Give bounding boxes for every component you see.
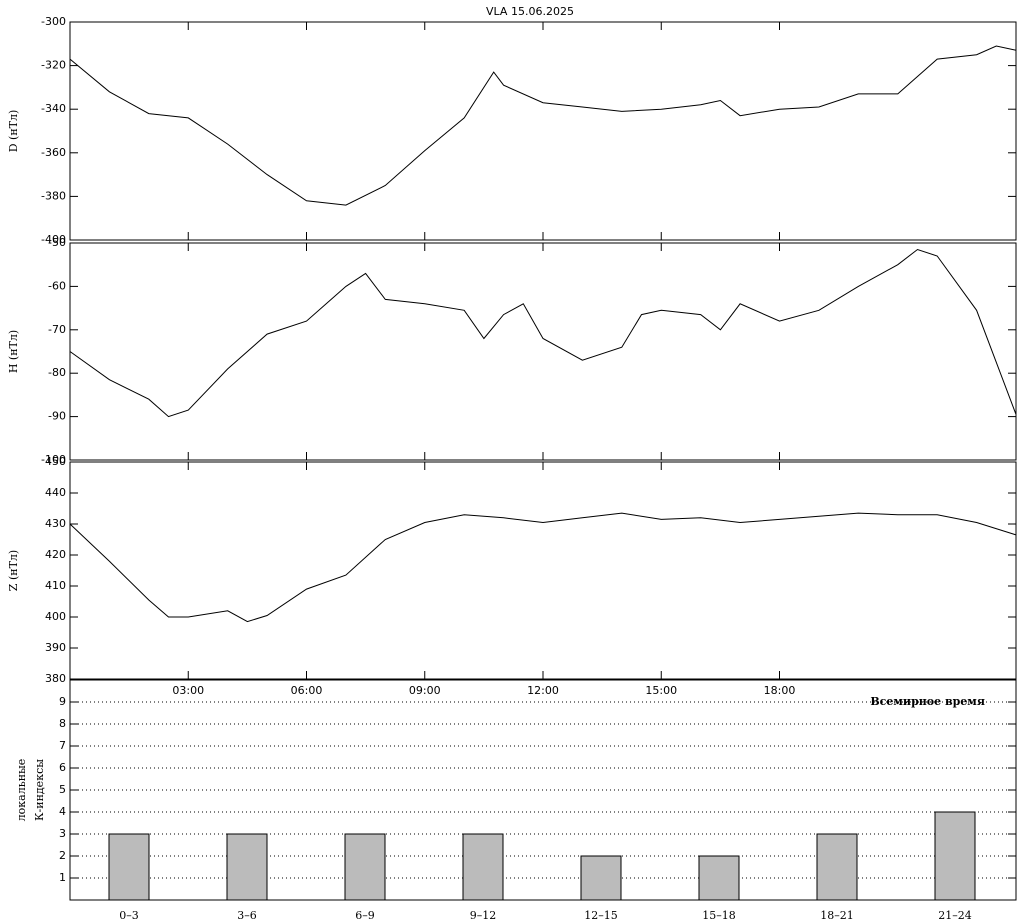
y-tick-label: -100 <box>41 453 66 466</box>
y-tick-label: 450 <box>45 455 66 468</box>
bar <box>698 855 740 901</box>
y-tick-label: 3 <box>59 827 66 840</box>
chart-title: VLA 15.06.2025 <box>486 5 574 18</box>
y-tick-label: -90 <box>48 410 66 423</box>
bar <box>462 833 504 901</box>
data-line <box>69 45 1017 206</box>
y-axis-label: Z (нТл) <box>7 550 20 591</box>
data-line <box>69 512 1017 623</box>
y-tick-label: -80 <box>48 366 66 379</box>
plot-frame <box>69 242 1017 461</box>
x-tick-label: 03:00 <box>172 684 204 697</box>
y-tick-label: 440 <box>45 486 66 499</box>
y-tick-label: -60 <box>48 279 66 292</box>
bar <box>816 833 858 901</box>
bar <box>580 855 622 901</box>
plot-frame <box>69 461 1017 680</box>
y-tick-label: 390 <box>45 641 66 654</box>
x-tick-label: 3–6 <box>237 909 257 921</box>
y-tick-label: 380 <box>45 672 66 685</box>
y-tick-label: -50 <box>48 236 66 249</box>
plot-frame <box>69 21 1017 241</box>
y-tick-label: -300 <box>41 15 66 28</box>
y-tick-label: 5 <box>59 783 66 796</box>
x-tick-label: 12:00 <box>527 684 559 697</box>
x-tick-label: 06:00 <box>291 684 323 697</box>
x-tick-label: 0–3 <box>119 909 139 921</box>
x-tick-label: 09:00 <box>409 684 441 697</box>
y-tick-label: 6 <box>59 761 66 774</box>
y-tick-label: 4 <box>59 805 66 818</box>
x-tick-label: 9–12 <box>470 909 497 921</box>
y-tick-label: -400 <box>41 233 66 246</box>
y-tick-label: 410 <box>45 579 66 592</box>
y-axis-label: H (нТл) <box>7 330 20 373</box>
x-tick-label: 21–24 <box>938 909 972 921</box>
y-axis-label: D (нТл) <box>7 110 20 153</box>
y-tick-label: 430 <box>45 517 66 530</box>
x-tick-label: 15:00 <box>645 684 677 697</box>
y-tick-label: -320 <box>41 59 66 72</box>
y-tick-label: 400 <box>45 610 66 623</box>
bar <box>934 811 976 901</box>
data-line <box>69 248 1017 418</box>
x-tick-label: 18:00 <box>764 684 796 697</box>
x-tick-label: 18–21 <box>820 909 854 921</box>
y-tick-label: 1 <box>59 871 66 884</box>
bar <box>344 833 386 901</box>
bar <box>226 833 268 901</box>
y-tick-label: -340 <box>41 102 66 115</box>
x-tick-label: 6–9 <box>355 909 375 921</box>
x-axis-label: Всемирное время <box>870 695 985 708</box>
y-tick-label: -70 <box>48 323 66 336</box>
bar <box>108 833 150 901</box>
y-tick-label: 2 <box>59 849 66 862</box>
y-tick-label: -360 <box>41 146 66 159</box>
y-axis-label: локальные <box>15 759 28 822</box>
x-tick-label: 12–15 <box>584 909 618 921</box>
x-tick-label: 15–18 <box>702 909 736 921</box>
y-tick-label: -380 <box>41 189 66 202</box>
y-axis-label: К-индексы <box>33 759 46 821</box>
y-tick-label: 420 <box>45 548 66 561</box>
y-tick-label: 7 <box>59 739 66 752</box>
y-tick-label: 8 <box>59 717 66 730</box>
y-tick-label: 9 <box>59 695 66 708</box>
